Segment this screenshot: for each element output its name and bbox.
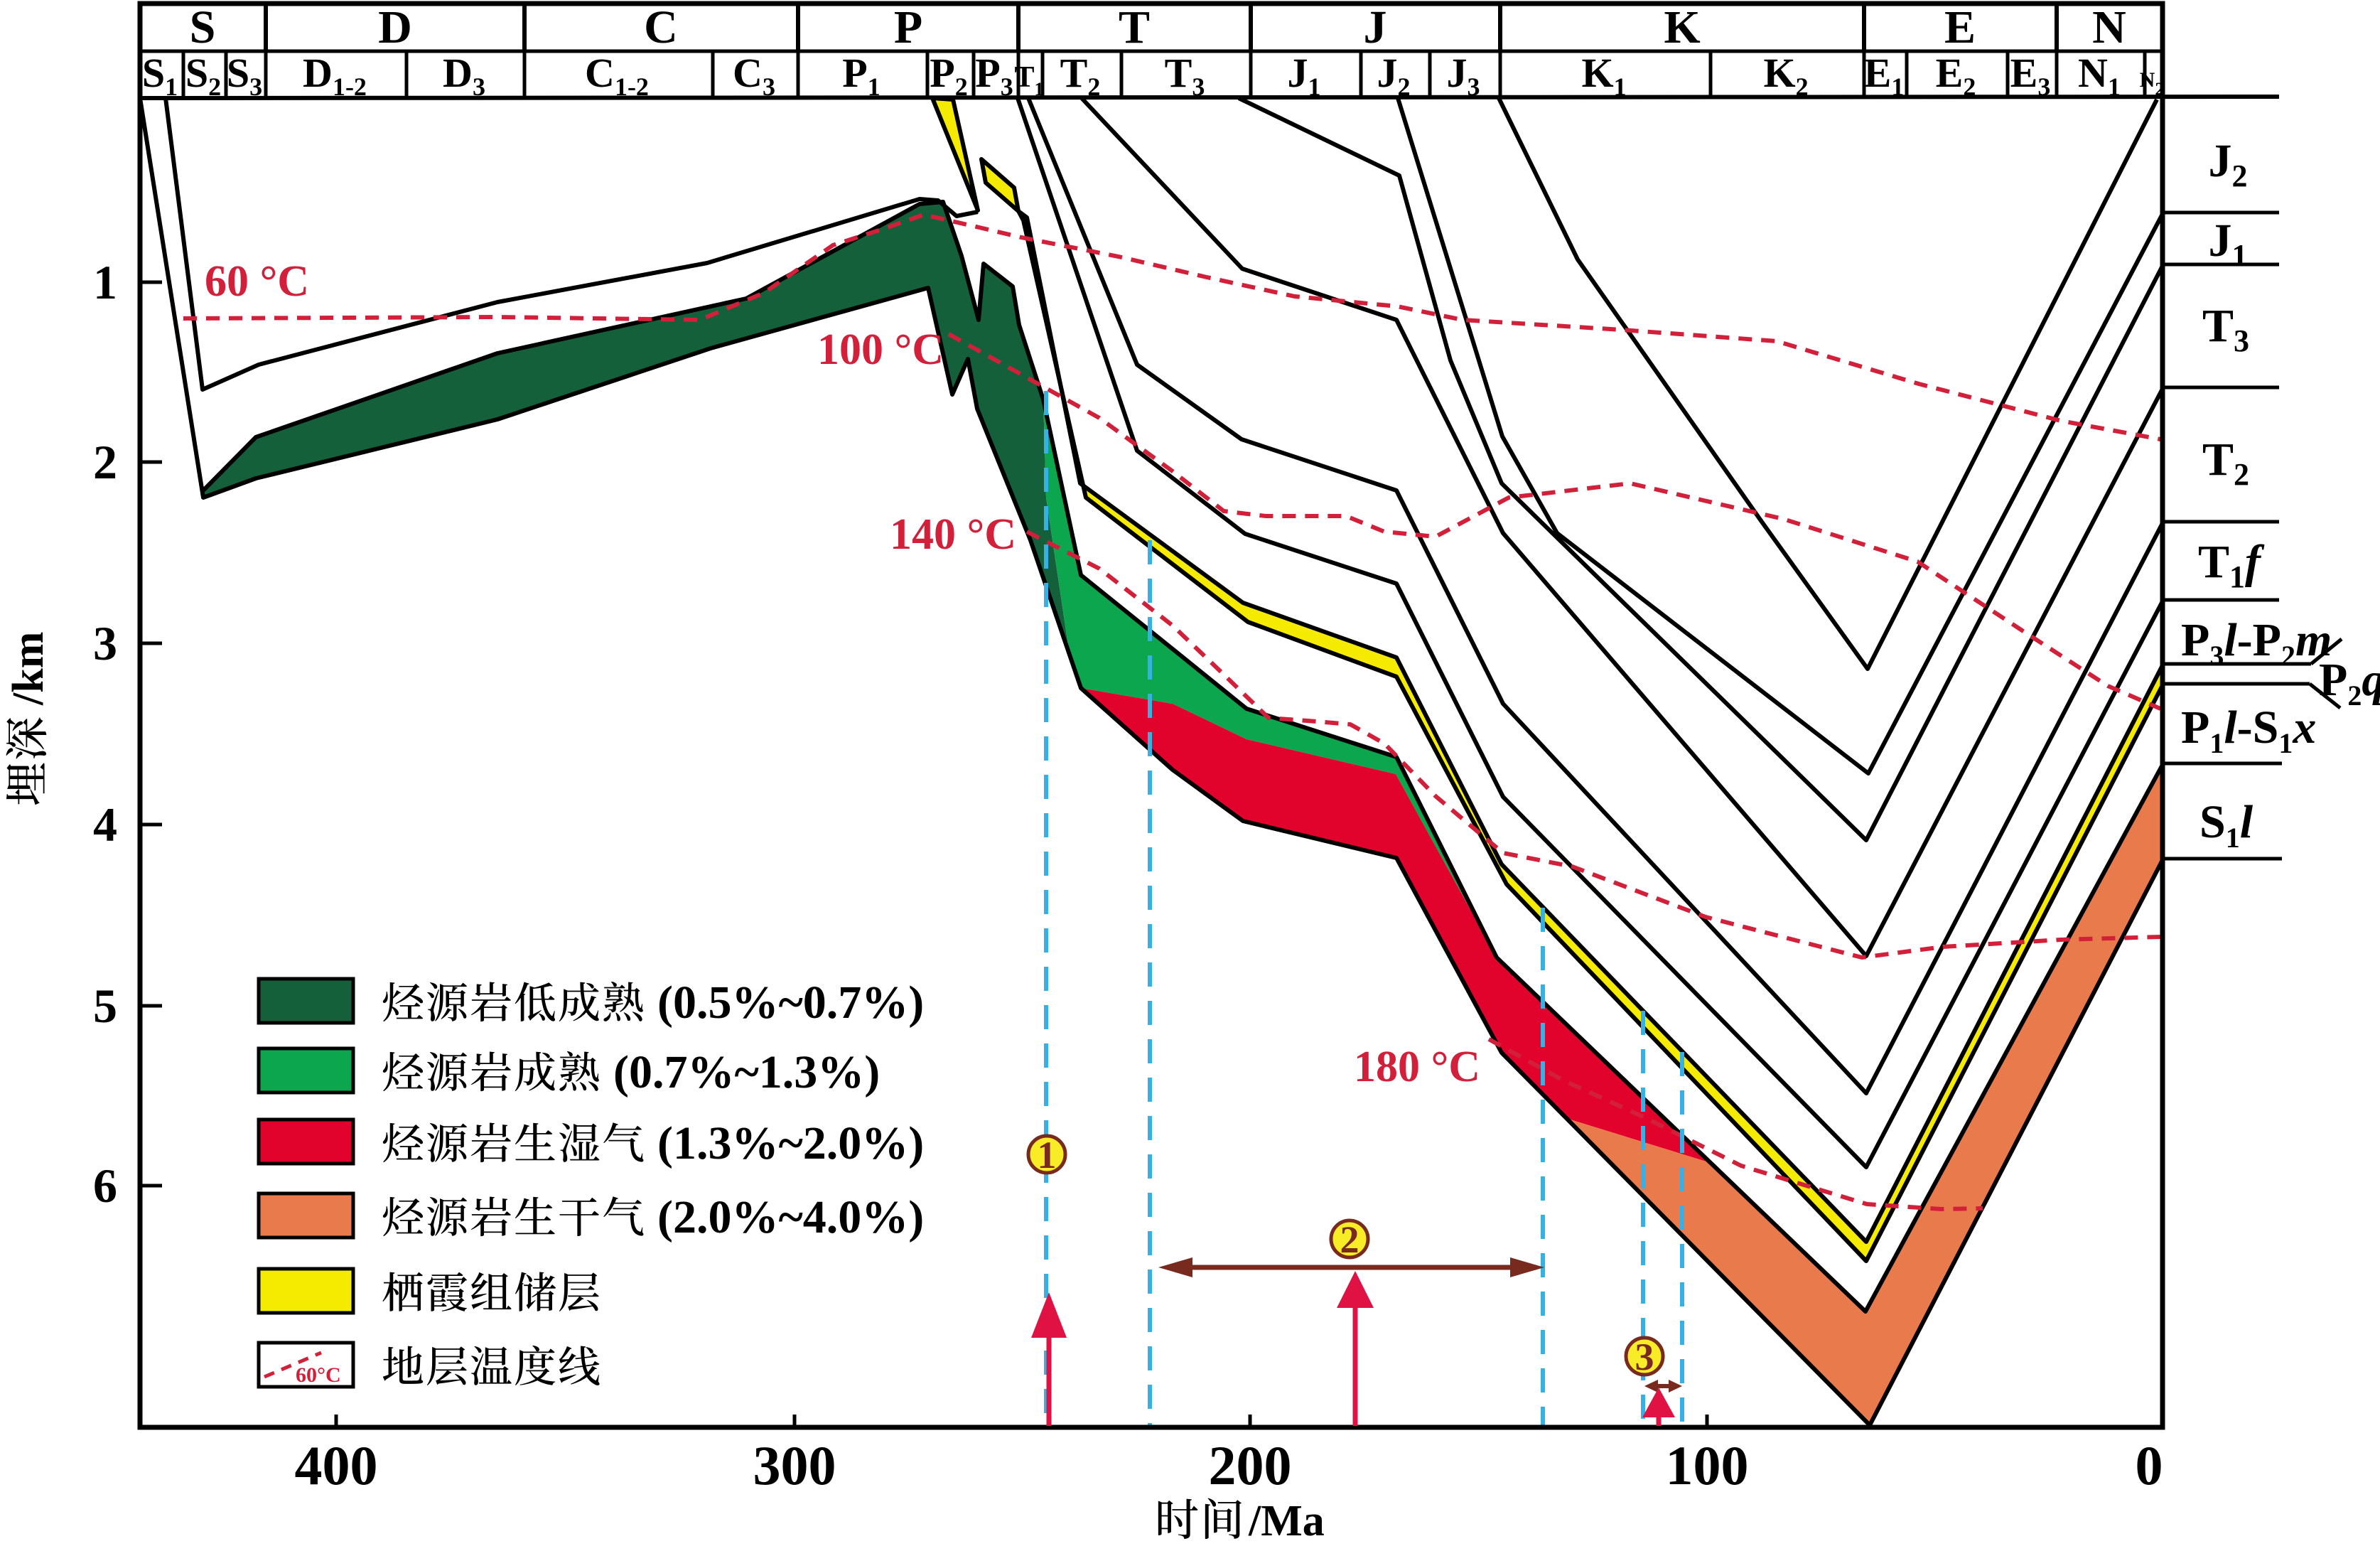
svg-text:J2: J2 [1377, 50, 1411, 101]
svg-text:2: 2 [1340, 1218, 1359, 1261]
svg-text:(0.5%~0.7%): (0.5%~0.7%) [657, 977, 924, 1029]
svg-text:P3l-P2m: P3l-P2m [2181, 614, 2332, 672]
svg-text:P2: P2 [930, 50, 967, 101]
svg-text:D3: D3 [443, 50, 485, 101]
svg-text:1: 1 [1038, 1134, 1057, 1176]
svg-text:P2q: P2q [2319, 654, 2380, 712]
svg-text:140 °C: 140 °C [890, 510, 1016, 559]
svg-text:S1l: S1l [2199, 796, 2254, 854]
svg-text:P1l-S1x: P1l-S1x [2181, 702, 2316, 759]
svg-text:200: 200 [1209, 1434, 1292, 1496]
svg-text:4: 4 [93, 798, 117, 852]
svg-text:S1: S1 [142, 50, 178, 101]
svg-text:100: 100 [1666, 1434, 1749, 1496]
svg-text:3: 3 [93, 616, 117, 670]
svg-text:J1: J1 [1288, 50, 1321, 101]
svg-text:P: P [894, 1, 922, 53]
svg-text:6: 6 [93, 1159, 117, 1213]
svg-text:D: D [378, 1, 412, 53]
svg-text:300: 300 [753, 1434, 836, 1496]
svg-text:J: J [1364, 1, 1387, 53]
svg-text:(1.3%~2.0%): (1.3%~2.0%) [657, 1117, 924, 1169]
svg-text:(0.7%~1.3%): (0.7%~1.3%) [613, 1046, 880, 1098]
svg-text:2: 2 [93, 435, 117, 489]
svg-text:1: 1 [93, 255, 117, 309]
svg-text:C1-2: C1-2 [585, 50, 649, 101]
svg-text:C: C [644, 1, 678, 53]
svg-text:T: T [1119, 1, 1150, 53]
svg-text:K: K [1664, 1, 1700, 53]
svg-text:N: N [2092, 1, 2126, 53]
svg-text:180 °C: 180 °C [1354, 1043, 1480, 1091]
svg-text:400: 400 [295, 1434, 378, 1496]
svg-text:S: S [190, 1, 216, 53]
svg-text:0: 0 [2136, 1434, 2163, 1496]
svg-text:(2.0%~4.0%): (2.0%~4.0%) [657, 1191, 924, 1243]
svg-text:T3: T3 [2202, 300, 2249, 358]
svg-text:E: E [1944, 1, 1976, 53]
svg-text:3: 3 [1635, 1336, 1654, 1378]
svg-text:/Ma: /Ma [1248, 1497, 1325, 1545]
svg-text:60 °C: 60 °C [205, 257, 309, 306]
svg-text:100 °C: 100 °C [817, 326, 944, 374]
svg-text:5: 5 [93, 979, 117, 1033]
svg-text:/km: /km [4, 632, 53, 706]
svg-text:60°C: 60°C [296, 1363, 341, 1387]
